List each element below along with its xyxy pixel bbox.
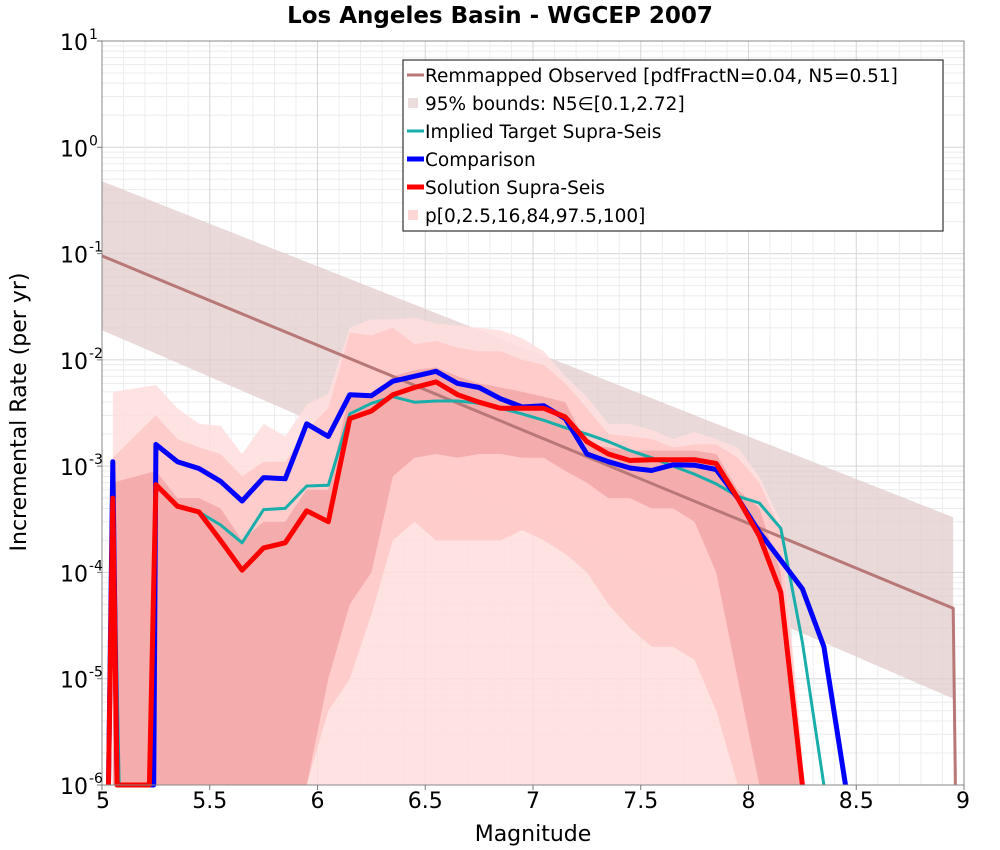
y-tick-label: 10-1: [60, 240, 103, 269]
legend-swatch-band: [408, 210, 418, 220]
x-tick-label: 5.5: [192, 789, 227, 814]
legend-label: Solution Supra-Seis: [425, 178, 605, 199]
data-series: [101, 254, 957, 788]
y-tick-base: 10: [60, 31, 88, 56]
y-tick-label: 10-2: [60, 346, 103, 375]
legend-swatch-band: [408, 98, 418, 108]
y-tick-exponent: -1: [89, 240, 103, 256]
uncertainty-bands: [102, 181, 954, 785]
y-tick-label: 10-4: [60, 558, 103, 587]
y-tick-label: 10-6: [60, 771, 103, 800]
x-tick-label: 6: [311, 789, 325, 814]
legend-label: Implied Target Supra-Seis: [425, 122, 661, 143]
y-tick-exponent: 1: [89, 27, 98, 43]
legend-label: Remmapped Observed [pdfFractN=0.04, N5=0…: [425, 66, 898, 87]
x-tick-label: 6.5: [408, 789, 443, 814]
chart-title: Los Angeles Basin - WGCEP 2007: [287, 3, 713, 29]
y-tick-label: 101: [60, 27, 98, 56]
y-tick-exponent: 0: [89, 133, 98, 149]
x-tick-label: 9: [956, 789, 970, 814]
x-tick-label: 7: [526, 789, 540, 814]
axis-ticks: 5 5.5 6 6.5 7 7.5 8 8.5 910-610-510-410-310-210-…: [60, 27, 970, 814]
y-tick-label: 10-5: [60, 665, 103, 694]
y-tick-base: 10: [60, 456, 88, 481]
y-tick-base: 10: [60, 775, 88, 800]
legend: Remmapped Observed [pdfFractN=0.04, N5=0…: [402, 59, 944, 232]
x-tick-label: 8: [742, 789, 756, 814]
y-tick-base: 10: [60, 350, 88, 375]
x-tick-label: 5: [96, 789, 110, 814]
x-tick-label: 8.5: [839, 789, 874, 814]
y-tick-base: 10: [60, 669, 88, 694]
legend-box: [402, 59, 944, 232]
y-tick-base: 10: [60, 137, 88, 162]
legend-label: 95% bounds: N5∈[0.1,2.72]: [425, 94, 685, 115]
legend-label: Comparison: [425, 150, 536, 171]
y-tick-base: 10: [60, 244, 88, 269]
band: [112, 367, 803, 785]
y-axis-title: Incremental Rate (per yr): [7, 273, 32, 552]
y-tick-exponent: -3: [89, 452, 103, 468]
y-tick-exponent: -4: [89, 558, 103, 574]
y-tick-exponent: -5: [89, 665, 103, 681]
x-tick-label: 7.5: [623, 789, 658, 814]
y-tick-label: 100: [60, 133, 98, 162]
y-tick-exponent: -6: [89, 771, 103, 787]
y-tick-base: 10: [60, 562, 88, 587]
y-tick-exponent: -2: [89, 346, 103, 362]
x-axis-title: Magnitude: [475, 822, 592, 847]
y-tick-label: 10-3: [60, 452, 103, 481]
legend-label: p[0,2.5,16,84,97.5,100]: [425, 206, 645, 227]
